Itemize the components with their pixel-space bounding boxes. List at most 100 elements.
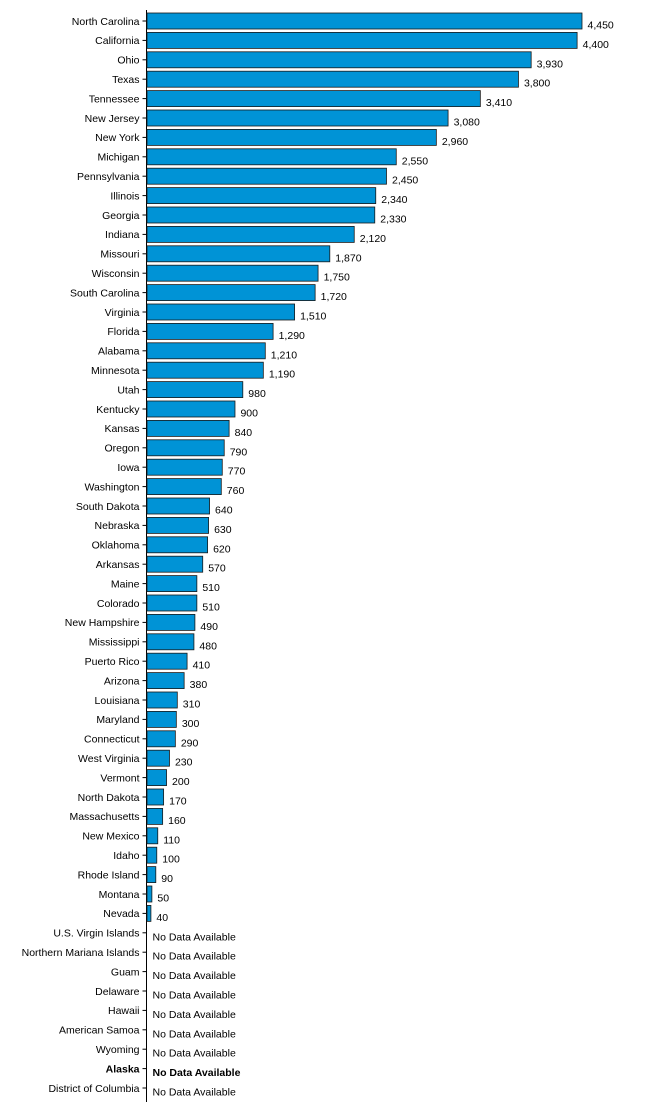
value-label: No Data Available bbox=[153, 1067, 241, 1079]
category-label: Guam bbox=[111, 966, 140, 978]
value-label: 900 bbox=[240, 408, 258, 420]
category-label: Wyoming bbox=[96, 1044, 140, 1056]
bar bbox=[146, 478, 222, 496]
category-label: Kentucky bbox=[96, 404, 140, 416]
category-ticks bbox=[142, 20, 147, 1089]
value-label: No Data Available bbox=[153, 1087, 236, 1099]
value-label: 1,210 bbox=[271, 349, 297, 361]
value-label: 410 bbox=[193, 660, 211, 672]
category-label: Idaho bbox=[113, 850, 139, 862]
category-label: Missouri bbox=[100, 249, 139, 261]
bar bbox=[146, 458, 223, 476]
value-label: 2,120 bbox=[360, 233, 386, 245]
bar bbox=[146, 51, 532, 69]
value-label: No Data Available bbox=[153, 1009, 236, 1021]
category-label: New Jersey bbox=[85, 113, 141, 125]
value-label: 1,870 bbox=[335, 252, 361, 264]
bar bbox=[146, 749, 170, 767]
bar bbox=[146, 70, 519, 88]
category-label: Arizona bbox=[104, 675, 140, 687]
value-label: 290 bbox=[181, 737, 199, 749]
category-label: Ohio bbox=[117, 55, 139, 67]
category-label: California bbox=[95, 35, 140, 47]
bar bbox=[146, 517, 209, 534]
bar bbox=[146, 264, 319, 282]
category-label: Maine bbox=[111, 578, 140, 590]
value-label: 840 bbox=[235, 427, 253, 439]
category-label: Iowa bbox=[117, 462, 139, 474]
value-label: 2,550 bbox=[402, 155, 428, 167]
bar bbox=[146, 381, 244, 399]
value-label: 570 bbox=[208, 563, 226, 575]
category-label: Nebraska bbox=[95, 520, 140, 532]
category-labels: North Carolina California Ohio Texas Tenness… bbox=[22, 16, 141, 1095]
bars bbox=[146, 12, 583, 922]
value-label: 170 bbox=[169, 796, 187, 808]
value-label: 100 bbox=[162, 854, 180, 866]
bar bbox=[146, 866, 157, 883]
category-label: American Samoa bbox=[59, 1025, 140, 1037]
value-label: 510 bbox=[202, 602, 220, 614]
category-label: Wisconsin bbox=[92, 268, 140, 280]
value-label: 510 bbox=[202, 582, 220, 594]
bar bbox=[146, 846, 158, 864]
category-label: Oregon bbox=[104, 443, 139, 455]
category-label: Northern Mariana Islands bbox=[22, 947, 140, 959]
category-label: Arkansas bbox=[96, 559, 140, 571]
bar bbox=[146, 788, 165, 806]
category-label: South Dakota bbox=[76, 501, 140, 513]
bar bbox=[146, 594, 198, 612]
bar bbox=[146, 90, 481, 107]
category-label: Vermont bbox=[100, 772, 139, 784]
value-label: 3,410 bbox=[486, 97, 512, 109]
category-label: Maryland bbox=[96, 714, 139, 726]
category-label: Louisiana bbox=[95, 695, 140, 707]
value-label: 110 bbox=[163, 834, 180, 846]
value-label: 760 bbox=[227, 485, 245, 497]
bar bbox=[146, 672, 185, 689]
category-label: Georgia bbox=[102, 210, 140, 222]
bar bbox=[146, 439, 225, 457]
category-label: South Carolina bbox=[70, 287, 140, 299]
value-label: 630 bbox=[214, 524, 232, 536]
value-label: 480 bbox=[199, 640, 217, 652]
category-label: Washington bbox=[84, 481, 139, 493]
category-label: Minnesota bbox=[91, 365, 140, 377]
bar bbox=[146, 827, 159, 845]
bar bbox=[146, 32, 578, 49]
value-label: No Data Available bbox=[153, 1028, 236, 1040]
category-label: Utah bbox=[117, 384, 139, 396]
value-label: 300 bbox=[182, 718, 200, 730]
bar bbox=[146, 322, 274, 340]
category-label: District of Columbia bbox=[48, 1083, 139, 1095]
category-label: Mississippi bbox=[89, 637, 140, 649]
bar bbox=[146, 284, 316, 302]
value-labels: 4,450 4,400 3,930 3,800 3,410 3,080 2,960 2,550… bbox=[153, 20, 614, 1099]
value-label: 2,450 bbox=[392, 175, 418, 187]
bar bbox=[146, 342, 266, 360]
value-label: 2,340 bbox=[381, 194, 407, 206]
value-label: 1,290 bbox=[279, 330, 305, 342]
value-label: 1,750 bbox=[324, 272, 350, 284]
bar bbox=[146, 885, 153, 903]
category-label: Connecticut bbox=[84, 734, 140, 746]
category-label: West Virginia bbox=[78, 753, 140, 765]
value-label: 90 bbox=[161, 873, 173, 885]
category-label: Nevada bbox=[103, 908, 139, 920]
value-label: 1,510 bbox=[300, 311, 326, 323]
bar bbox=[146, 575, 198, 592]
category-label: Illinois bbox=[110, 190, 139, 202]
value-label: 620 bbox=[213, 543, 231, 555]
value-label: 380 bbox=[190, 679, 208, 691]
value-label: 2,330 bbox=[380, 214, 406, 226]
value-label: 2,960 bbox=[442, 136, 468, 148]
bar bbox=[146, 808, 164, 825]
category-label: Montana bbox=[99, 889, 140, 901]
bar bbox=[146, 206, 376, 224]
bar bbox=[146, 497, 210, 515]
value-label: 230 bbox=[175, 757, 193, 769]
category-label: Florida bbox=[107, 326, 139, 338]
bar bbox=[146, 730, 176, 748]
value-label: No Data Available bbox=[153, 951, 236, 963]
